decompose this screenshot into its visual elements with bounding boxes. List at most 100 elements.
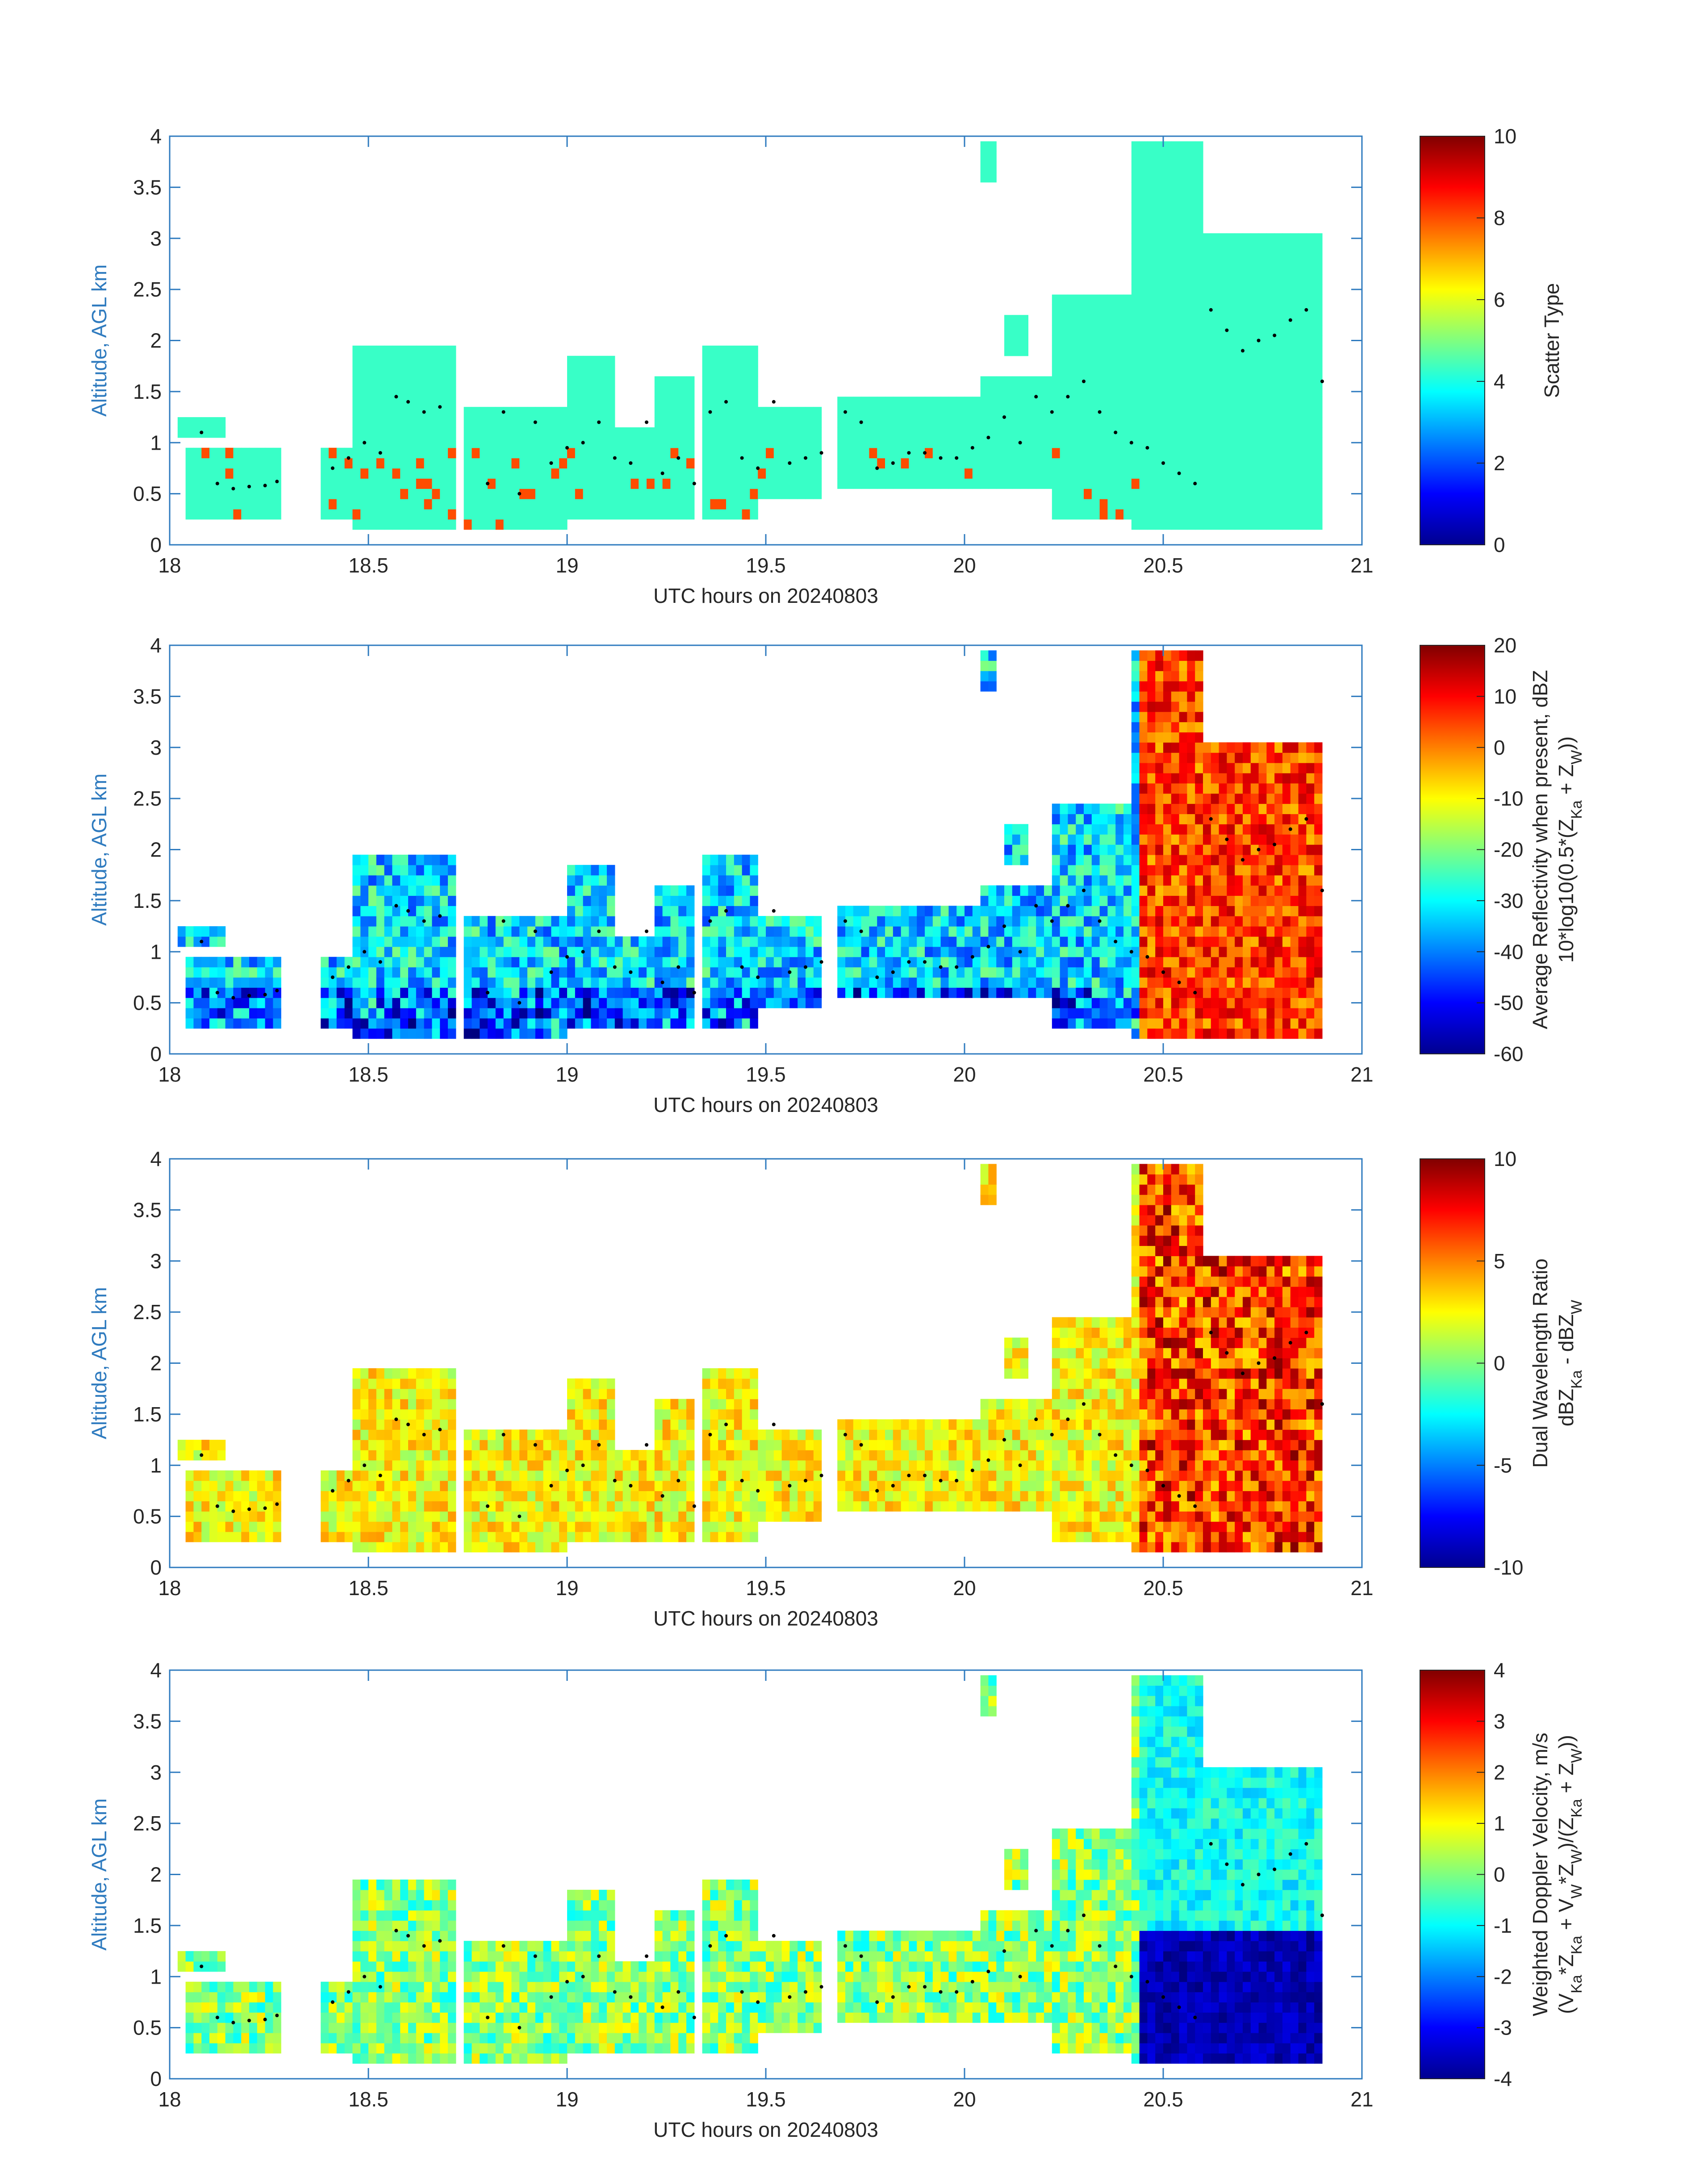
heatmap-cell (535, 519, 544, 530)
heatmap-cell (956, 987, 965, 998)
heatmap-cell (1163, 895, 1172, 906)
heatmap-cell (1179, 478, 1187, 489)
heatmap-cell (861, 437, 869, 448)
heatmap-cell (1235, 447, 1243, 459)
heatmap-cell (877, 957, 885, 968)
heatmap-cell (384, 916, 393, 927)
heatmap-cell (1115, 315, 1124, 326)
heatmap-cell (1076, 478, 1084, 489)
heatmap-cell (1068, 407, 1076, 418)
heatmap-cell (996, 895, 1005, 906)
heatmap-cell (1219, 417, 1227, 428)
heatmap-cell (551, 519, 560, 530)
boundary-dot (200, 940, 204, 944)
heatmap-cell (376, 478, 385, 489)
heatmap-cell (1203, 294, 1211, 305)
heatmap-cell (1258, 854, 1267, 865)
heatmap-cell (1060, 865, 1068, 876)
heatmap-cell (956, 967, 965, 978)
heatmap-cell (1306, 885, 1315, 896)
heatmap-cell (1163, 202, 1172, 213)
heatmap-cell (503, 447, 512, 459)
heatmap-cell (956, 458, 965, 469)
heatmap-cell (1235, 1018, 1243, 1029)
heatmap-cell (480, 987, 488, 998)
heatmap-cell (718, 478, 727, 489)
heatmap-cell (408, 509, 417, 520)
heatmap-cell (1155, 397, 1164, 407)
heatmap-cell (1195, 162, 1203, 172)
heatmap-cell (1306, 397, 1315, 407)
heatmap-cell (1211, 998, 1219, 1008)
heatmap-cell (686, 1018, 695, 1029)
heatmap-cell (1306, 773, 1315, 784)
heatmap-cell (559, 468, 568, 479)
heatmap-cell (758, 417, 766, 428)
heatmap-cell (1179, 946, 1187, 957)
heatmap-cell (201, 427, 210, 438)
heatmap-cell (424, 1419, 432, 1430)
heatmap-cell (368, 1491, 377, 1501)
heatmap-cell (1123, 998, 1132, 1008)
boundary-dot (955, 456, 959, 460)
heatmap-cell (1282, 489, 1291, 499)
heatmap-cell (1274, 355, 1283, 367)
heatmap-cell (909, 987, 917, 998)
heatmap-cell (1139, 854, 1148, 865)
heatmap-cell (1235, 865, 1243, 876)
heatmap-cell (1211, 294, 1219, 305)
heatmap-cell (321, 1008, 329, 1019)
heatmap-cell (1282, 998, 1291, 1008)
heatmap-cell (742, 447, 750, 459)
heatmap-cell (1076, 427, 1084, 438)
heatmap-cell (1195, 763, 1203, 773)
heatmap-cell (1211, 977, 1219, 988)
heatmap-cell (1171, 151, 1180, 162)
heatmap-cell (1179, 1008, 1187, 1019)
heatmap-cell (1052, 814, 1061, 824)
heatmap-cell (265, 447, 273, 459)
heatmap-cell (1274, 783, 1283, 794)
heatmap-cell (392, 865, 401, 876)
heatmap-cell (511, 519, 520, 530)
heatmap-cell (1290, 1028, 1299, 1039)
heatmap-cell (416, 885, 425, 896)
heatmap-cell (432, 854, 440, 865)
heatmap-cell (1107, 906, 1116, 916)
heatmap-cell (718, 355, 727, 367)
heatmap-cell (1060, 345, 1068, 356)
heatmap-cell (257, 1470, 266, 1481)
heatmap-cell (726, 478, 735, 489)
heatmap-cell (925, 478, 933, 489)
heatmap-cell (1179, 243, 1187, 254)
heatmap-cell (1282, 345, 1291, 356)
heatmap-cell (1306, 519, 1315, 530)
heatmap-cell (583, 998, 591, 1008)
heatmap-cell (654, 977, 663, 988)
heatmap-cell (400, 397, 409, 407)
heatmap-cell (940, 936, 949, 947)
heatmap-cell (1235, 875, 1243, 886)
heatmap-cell (257, 967, 266, 978)
heatmap-cell (702, 447, 710, 459)
colorbar-tick-label: 0 (1494, 533, 1505, 556)
heatmap-cell (1298, 243, 1307, 254)
heatmap-cell (1235, 386, 1243, 397)
heatmap-cell (1139, 1028, 1148, 1039)
heatmap-cell (1274, 793, 1283, 804)
heatmap-cell (1187, 355, 1195, 367)
heatmap-cell (1266, 407, 1275, 418)
heatmap-cell (1147, 854, 1156, 865)
heatmap-cell (376, 854, 385, 865)
heatmap-cell (1266, 946, 1275, 957)
heatmap-cell (1290, 407, 1299, 418)
heatmap-cell (1052, 854, 1061, 865)
heatmap-cell (193, 1531, 202, 1542)
heatmap-cell (1266, 916, 1275, 927)
heatmap-cell (1076, 977, 1084, 988)
heatmap-cell (1068, 814, 1076, 824)
heatmap-cell (1219, 499, 1227, 510)
heatmap-cell (432, 1491, 440, 1501)
heatmap-cell (464, 407, 472, 418)
heatmap-cell (209, 1521, 218, 1532)
